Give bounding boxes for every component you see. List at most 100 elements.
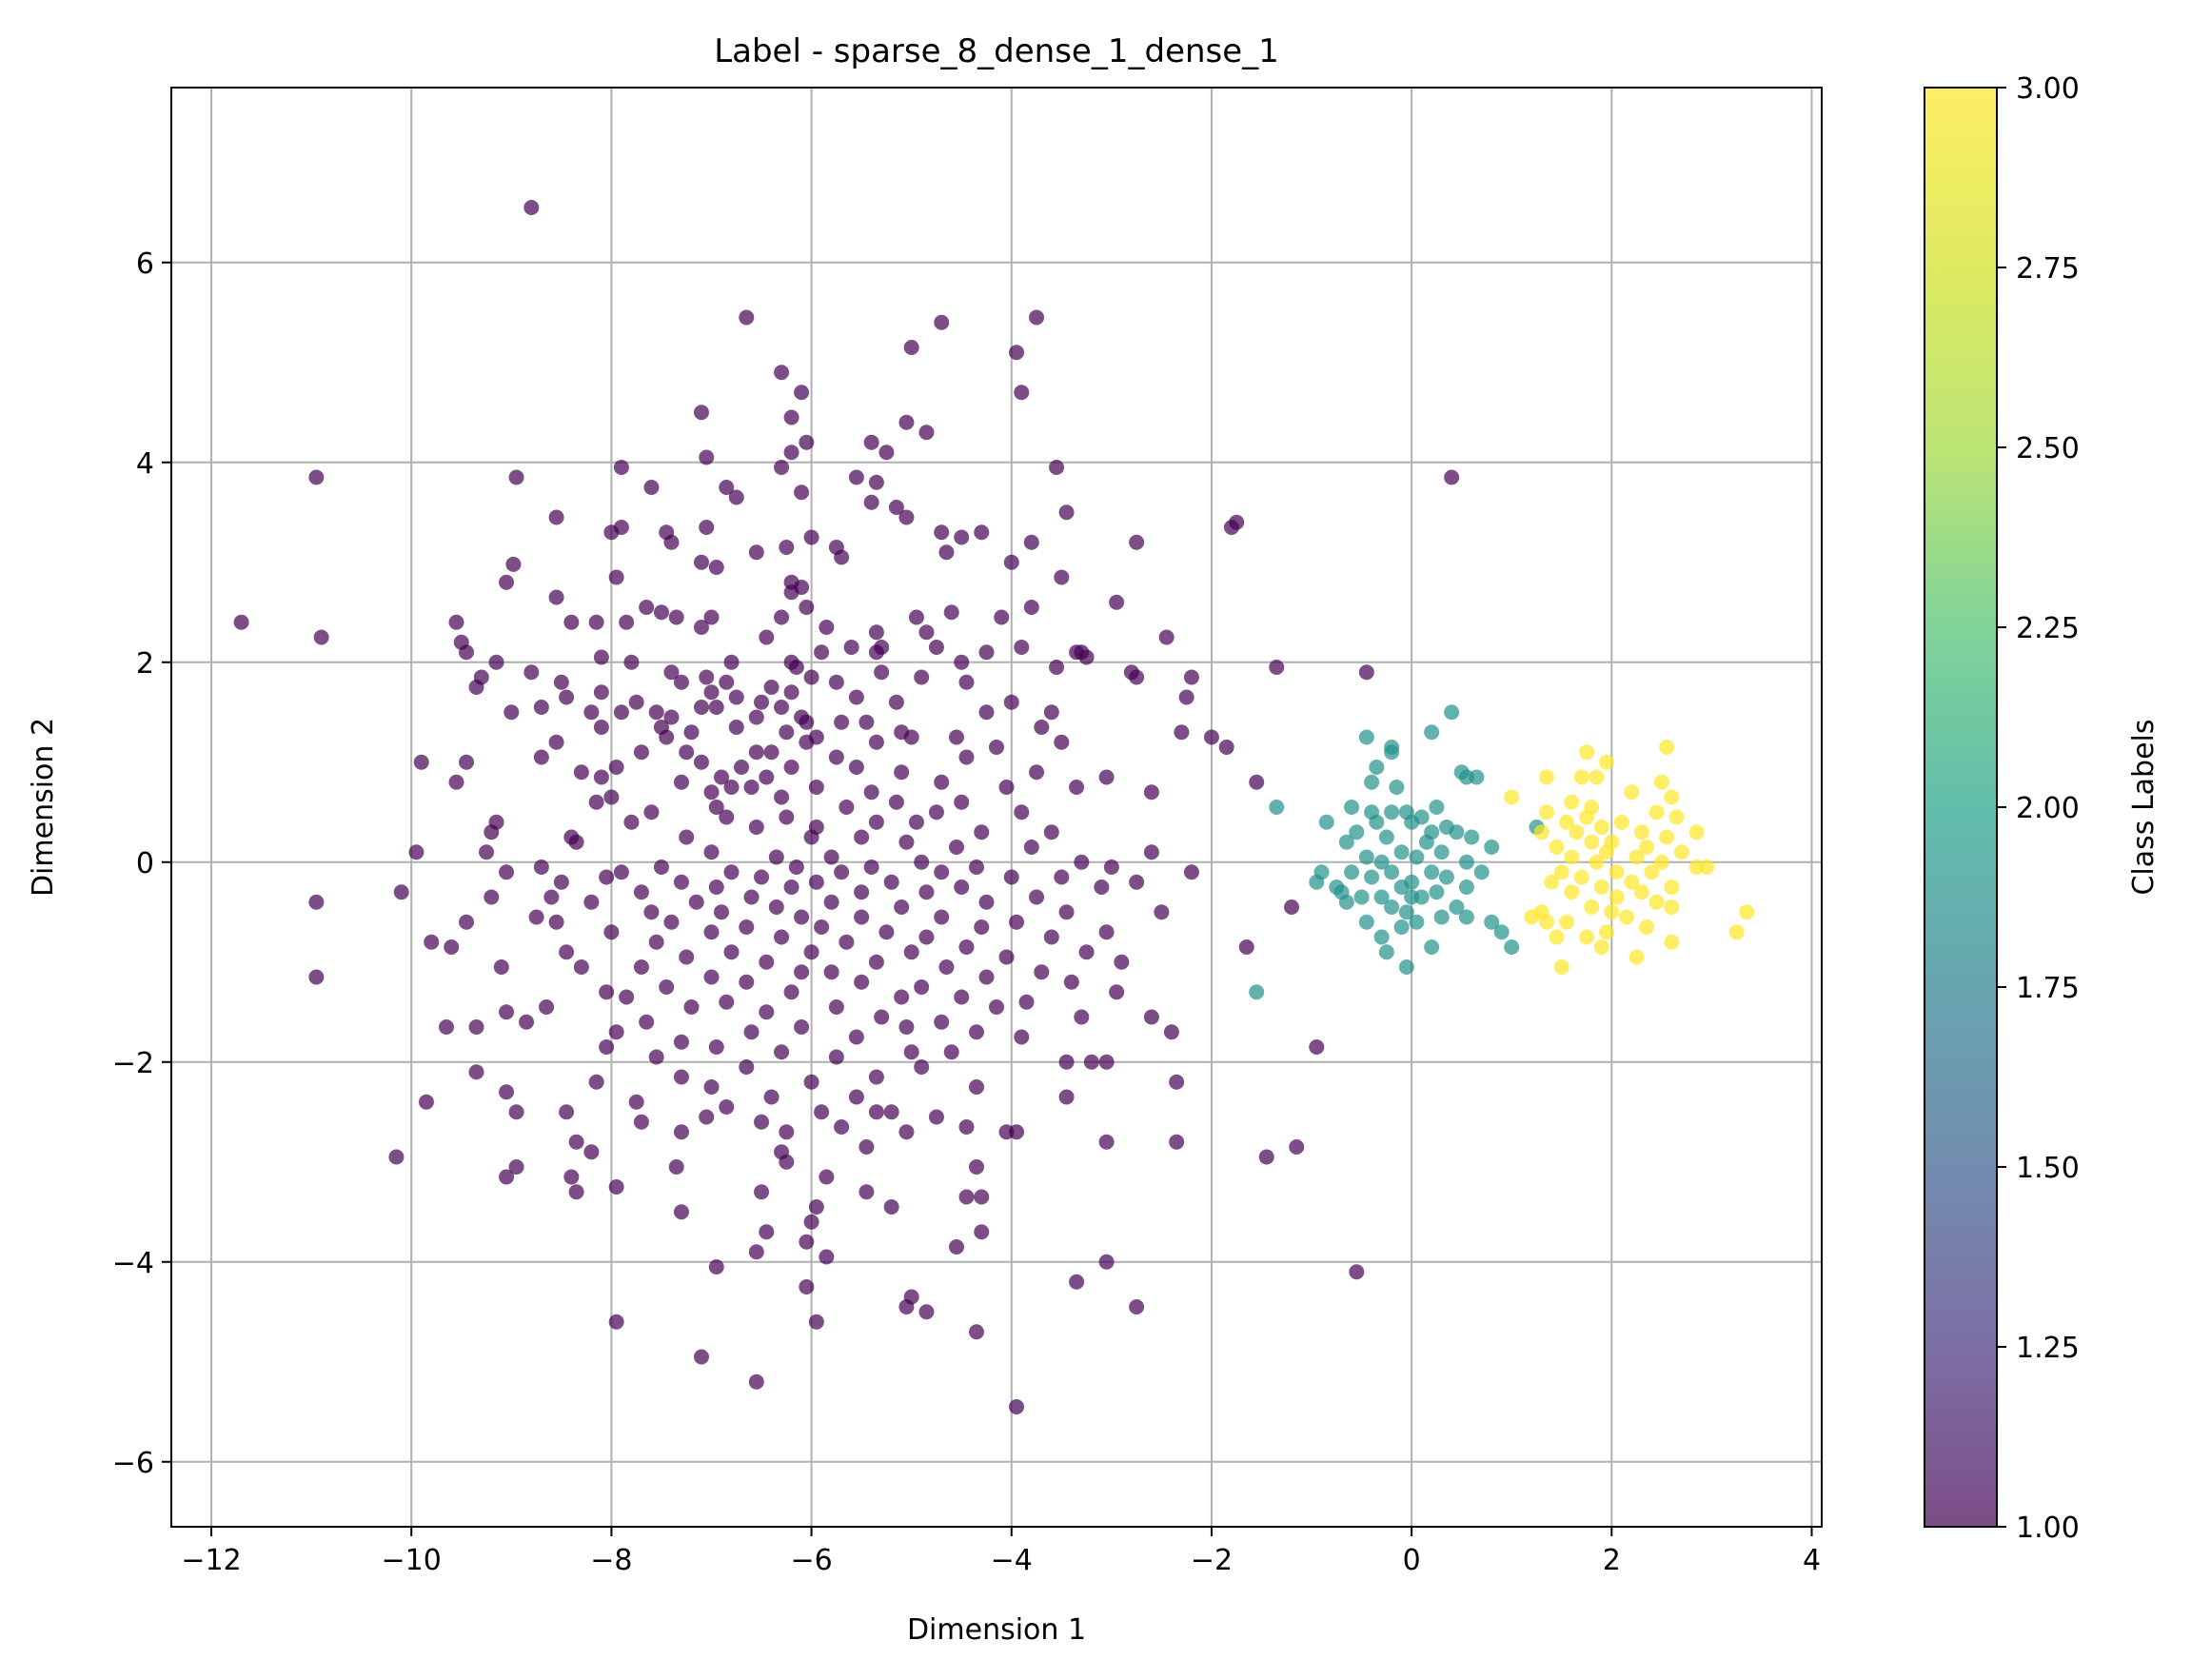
- data-point-class-1: [603, 789, 620, 805]
- data-point-class-1: [439, 1019, 454, 1035]
- data-point-class-1: [814, 644, 830, 661]
- y-tick-label: −2: [112, 1047, 154, 1080]
- data-point-class-1: [743, 889, 760, 905]
- data-point-class-1: [799, 600, 815, 615]
- data-point-class-1: [653, 860, 669, 875]
- data-point-class-2: [1484, 914, 1500, 930]
- data-point-class-1: [559, 944, 575, 960]
- data-point-class-1: [479, 844, 495, 860]
- data-point-class-1: [1074, 854, 1090, 870]
- data-point-class-1: [898, 834, 915, 850]
- data-point-class-1: [663, 914, 680, 930]
- data-point-class-1: [954, 654, 970, 670]
- data-point-class-1: [533, 700, 549, 715]
- data-point-class-2: [1424, 939, 1440, 955]
- data-point-class-1: [484, 889, 500, 905]
- data-point-class-2: [1424, 724, 1440, 741]
- data-point-class-1: [714, 769, 729, 785]
- data-point-class-3: [1644, 864, 1660, 880]
- data-point-class-1: [779, 540, 795, 555]
- data-point-class-1: [754, 1114, 770, 1130]
- data-point-class-2: [1349, 824, 1365, 840]
- data-point-class-1: [623, 814, 640, 830]
- data-point-class-1: [643, 480, 660, 495]
- data-point-class-1: [934, 314, 950, 330]
- data-point-class-1: [868, 1069, 884, 1085]
- data-point-class-3: [1559, 914, 1575, 930]
- data-point-class-1: [539, 999, 555, 1015]
- data-point-class-1: [794, 909, 810, 925]
- data-point-class-1: [703, 609, 720, 625]
- data-point-class-1: [633, 884, 649, 900]
- data-point-class-3: [1564, 849, 1580, 865]
- data-point-class-1: [774, 929, 790, 945]
- x-tick-label: −10: [382, 1544, 442, 1577]
- data-point-class-2: [1384, 864, 1400, 880]
- data-point-class-1: [583, 1144, 600, 1160]
- data-point-class-2: [1458, 854, 1474, 870]
- data-point-class-1: [1003, 869, 1019, 885]
- data-point-class-1: [974, 1189, 990, 1205]
- data-point-class-1: [748, 709, 764, 725]
- data-point-class-1: [918, 624, 935, 641]
- data-point-class-1: [779, 1124, 795, 1140]
- data-point-class-3: [1633, 824, 1649, 840]
- data-point-class-1: [693, 1349, 709, 1365]
- data-point-class-1: [1083, 1054, 1099, 1070]
- colorbar-tick-label: 2.50: [2016, 432, 2080, 465]
- data-point-class-1: [974, 1224, 990, 1240]
- data-point-class-1: [868, 954, 884, 970]
- data-point-class-1: [799, 1234, 815, 1250]
- data-point-class-1: [989, 740, 1004, 755]
- data-point-class-3: [1609, 889, 1625, 905]
- x-tick-label: −2: [1191, 1544, 1233, 1577]
- data-point-class-1: [1058, 1089, 1075, 1105]
- data-point-class-1: [1154, 904, 1170, 920]
- data-point-class-1: [393, 884, 409, 900]
- data-point-class-1: [799, 434, 815, 450]
- data-point-class-1: [828, 749, 844, 765]
- data-point-class-1: [868, 734, 884, 750]
- data-point-class-1: [573, 764, 589, 781]
- data-point-class-1: [874, 1009, 890, 1025]
- data-point-class-1: [863, 860, 879, 875]
- data-point-class-1: [593, 684, 609, 701]
- data-point-class-1: [308, 894, 325, 910]
- data-point-class-1: [794, 484, 810, 501]
- data-point-class-1: [883, 1199, 899, 1215]
- data-point-class-1: [894, 989, 910, 1005]
- data-point-class-2: [1409, 849, 1425, 865]
- data-point-class-1: [914, 854, 930, 870]
- data-point-class-1: [954, 880, 970, 895]
- data-point-class-1: [783, 584, 799, 601]
- data-point-class-1: [868, 624, 884, 641]
- data-point-class-2: [1318, 814, 1334, 830]
- data-point-class-1: [1158, 629, 1174, 645]
- data-point-class-1: [948, 1239, 964, 1255]
- data-point-class-1: [954, 529, 970, 545]
- data-point-class-1: [659, 729, 675, 745]
- data-point-class-3: [1584, 834, 1600, 850]
- data-point-class-3: [1593, 880, 1609, 895]
- data-point-class-2: [1389, 780, 1405, 795]
- data-point-class-2: [1444, 704, 1460, 721]
- data-point-class-1: [613, 460, 629, 475]
- data-point-class-1: [1203, 729, 1219, 745]
- data-point-class-1: [903, 729, 919, 745]
- data-point-class-1: [568, 834, 584, 850]
- data-point-class-1: [1109, 984, 1125, 1000]
- data-point-class-1: [739, 974, 755, 990]
- data-point-class-1: [608, 1024, 624, 1040]
- data-point-class-1: [898, 1019, 915, 1035]
- data-point-class-3: [1569, 824, 1585, 840]
- data-point-class-1: [603, 924, 620, 940]
- data-point-class-1: [1054, 869, 1070, 885]
- data-point-class-1: [1444, 469, 1460, 485]
- data-point-class-1: [643, 804, 660, 820]
- data-point-class-1: [883, 1104, 899, 1120]
- data-point-class-2: [1358, 849, 1374, 865]
- data-point-class-1: [533, 749, 549, 765]
- data-point-class-3: [1659, 829, 1675, 845]
- data-point-class-1: [459, 644, 475, 661]
- data-point-class-1: [708, 1039, 724, 1055]
